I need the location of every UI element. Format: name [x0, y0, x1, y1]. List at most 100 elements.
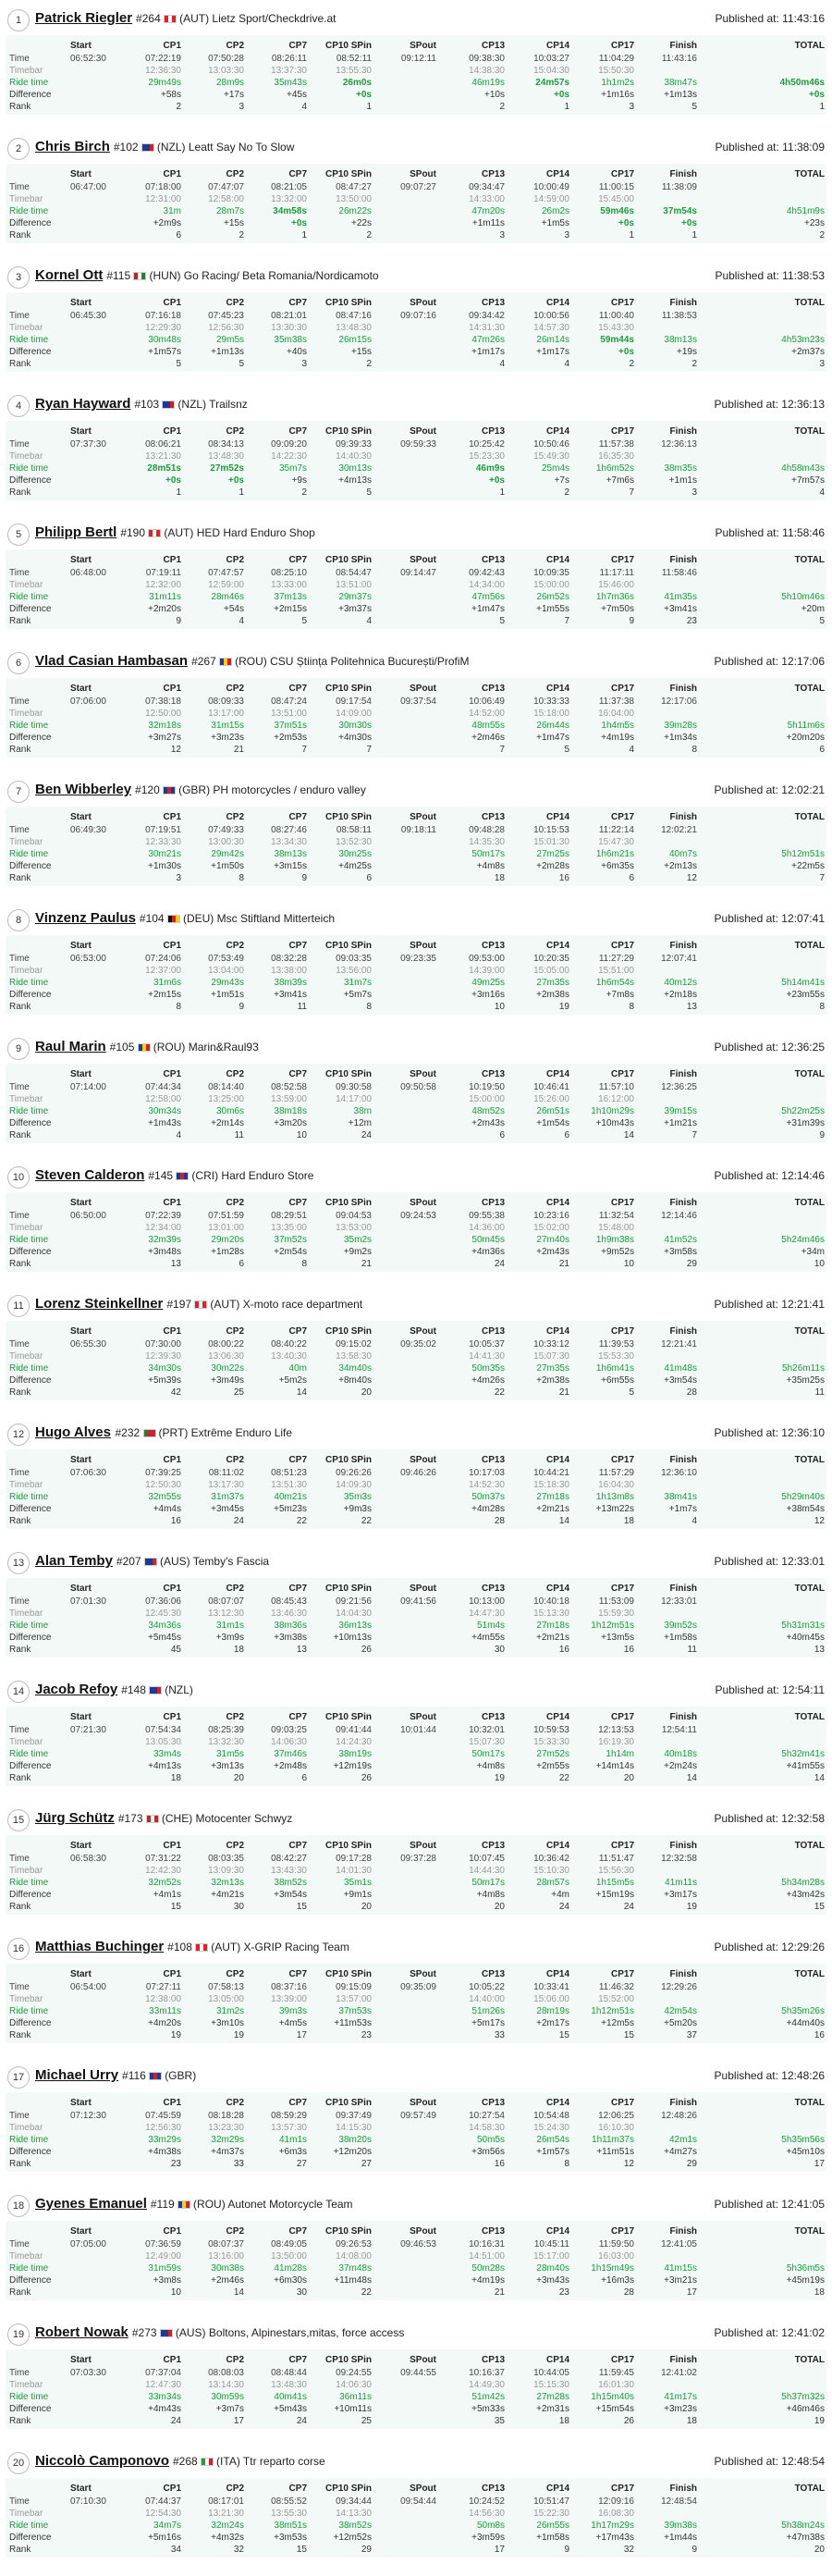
- time-cell: 06:52:30: [70, 54, 106, 64]
- row-label: Time: [9, 311, 30, 321]
- column-header: TOTAL: [794, 1455, 825, 1465]
- diff-cell: +4m27s: [664, 2147, 697, 2157]
- rider-name-link[interactable]: Gyenes Emanuel: [35, 2196, 147, 2212]
- column-header: CP17: [610, 812, 634, 822]
- rank-cell: 15: [558, 2030, 569, 2040]
- ride-cell: 5h24m46s: [781, 1235, 825, 1245]
- ride-cell: 40m21s: [274, 1492, 307, 1502]
- ride-cell: 31m2s: [215, 2006, 244, 2016]
- row-label: Difference: [9, 1890, 52, 1900]
- rider-name-link[interactable]: Vlad Casian Hambasan: [35, 653, 189, 669]
- ride-cell: 30m25s: [338, 849, 372, 859]
- column-header: CP1: [163, 1969, 181, 1979]
- country-flag-icon: [176, 1172, 190, 1181]
- diff-cell: +10m43s: [595, 1118, 634, 1128]
- rider-name-link[interactable]: Vinzenz Paulus: [35, 910, 136, 926]
- published-time: Published at: 12:36:25: [715, 1041, 825, 1054]
- row-label: Difference: [9, 1504, 52, 1514]
- timebar-cell: 13:58:30: [336, 1351, 372, 1362]
- column-header: CP7: [288, 169, 307, 179]
- ride-cell: 26m54s: [536, 2135, 569, 2145]
- rider-header: 9 Raul Marin #105 (ROU) Marin&Raul93 Publis…: [6, 1034, 826, 1062]
- column-header: Start: [70, 2484, 92, 2494]
- column-header: CP7: [288, 1584, 307, 1594]
- column-header: Start: [70, 2226, 92, 2237]
- rider-name-link[interactable]: Jacob Refoy: [35, 1682, 118, 1697]
- ride-cell: 28m40s: [536, 2263, 569, 2274]
- rider-name-link[interactable]: Alan Temby: [35, 1553, 113, 1569]
- rank-cell: 33: [494, 2030, 505, 2040]
- time-cell: 07:06:00: [70, 696, 106, 707]
- rank-cell: 20: [361, 1902, 372, 1912]
- position-badge: 5: [7, 524, 30, 546]
- published-label: Published at:: [714, 783, 778, 796]
- rider-name-link[interactable]: Jürg Schütz: [35, 1810, 115, 1826]
- column-header: CP10 SPin: [324, 298, 372, 308]
- diff-cell: +3m38s: [274, 1633, 307, 1643]
- rider-number: #120: [135, 783, 160, 796]
- rider-name-link[interactable]: Ryan Hayward: [35, 396, 131, 412]
- rider-card: 4 Ryan Hayward #103 (NZL) Trailsnz Publishe…: [6, 386, 826, 506]
- time-cell: 09:46:53: [400, 2239, 436, 2249]
- rank-cell: 8: [239, 873, 244, 883]
- column-header: Finish: [669, 2098, 697, 2108]
- time-cell: 11:00:40: [598, 311, 634, 321]
- timebar-cell: 13:48:30: [336, 323, 372, 333]
- diff-cell: +1m1s: [668, 475, 697, 486]
- diff-cell: +10m11s: [334, 2404, 372, 2414]
- rank-cell: 10: [623, 1259, 634, 1269]
- rank-cell: 14: [558, 1516, 569, 1526]
- rank-cell: 6: [239, 1259, 244, 1269]
- column-header: Finish: [669, 1584, 697, 1594]
- rider-name-link[interactable]: Philipp Bertl: [35, 524, 117, 540]
- ride-cell: 41m15s: [664, 2263, 697, 2274]
- rider-name-link[interactable]: Niccolò Camponovo: [35, 2453, 170, 2469]
- ride-cell: 50m8s: [476, 2521, 505, 2531]
- column-header: CP7: [288, 1455, 307, 1465]
- column-header: CP13: [481, 1069, 505, 1079]
- ride-cell: 27m18s: [536, 1621, 569, 1631]
- time-cell: 09:21:56: [336, 1596, 372, 1607]
- rider-name-link[interactable]: Ben Wibberley: [35, 782, 132, 797]
- rank-cell: 12: [623, 2159, 634, 2169]
- rank-cell: 2: [176, 102, 181, 112]
- position-badge: 20: [7, 2452, 30, 2474]
- rank-cell: 10: [170, 2287, 181, 2298]
- rider-name-link[interactable]: Hugo Alves: [35, 1424, 111, 1440]
- rider-details: #120 (GBR) PH motorcycles / enduro valle…: [135, 783, 366, 796]
- timebar-cell: 16:04:30: [598, 1480, 634, 1490]
- country-flag-icon: [142, 1429, 156, 1438]
- diff-cell: +11m53s: [334, 2018, 372, 2028]
- rank-cell: 17: [686, 2287, 697, 2298]
- diff-cell: +2m18s: [664, 990, 697, 1000]
- rider-name-link[interactable]: Robert Nowak: [35, 2324, 128, 2340]
- rider-name-link[interactable]: Patrick Riegler: [35, 10, 133, 26]
- rider-name-link[interactable]: Raul Marin: [35, 1039, 106, 1054]
- ride-cell: 1h12m51s: [591, 1621, 634, 1631]
- column-header: SPout: [410, 169, 436, 179]
- rider-name-link[interactable]: Lorenz Steinkellner: [35, 1296, 164, 1312]
- diff-cell: +47m38s: [786, 2533, 825, 2543]
- rider-name-link[interactable]: Kornel Ott: [35, 267, 104, 283]
- ride-cell: 38m52s: [338, 2521, 372, 2531]
- rider-name-link[interactable]: Matthias Buchinger: [35, 1939, 165, 1954]
- published-time: Published at: 12:48:26: [715, 2069, 825, 2082]
- column-header: CP2: [226, 1455, 244, 1465]
- rider-name-link[interactable]: Steven Calderon: [35, 1167, 145, 1183]
- rank-cell: 4: [629, 745, 634, 755]
- rider-name-link[interactable]: Chris Birch: [35, 139, 110, 154]
- ride-cell: 1h15m40s: [591, 2392, 634, 2402]
- timebar-cell: 15:24:30: [533, 2123, 569, 2133]
- row-label: Difference: [9, 2404, 52, 2414]
- column-header: SPout: [410, 1326, 436, 1337]
- diff-cell: +1m13s: [664, 90, 697, 100]
- column-header: CP1: [163, 1841, 181, 1851]
- ride-cell: 1h9m38s: [595, 1235, 634, 1245]
- rank-cell: 7: [499, 745, 505, 755]
- timebar-cell: 12:32:00: [145, 580, 181, 590]
- rank-cell: 37: [686, 2030, 697, 2040]
- time-cell: 12:32:58: [661, 1854, 697, 1864]
- rider-details: #103 (NZL) Trailsnz: [134, 398, 247, 411]
- rider-name-link[interactable]: Michael Urry: [35, 2067, 119, 2083]
- time-cell: 10:44:05: [533, 2368, 569, 2378]
